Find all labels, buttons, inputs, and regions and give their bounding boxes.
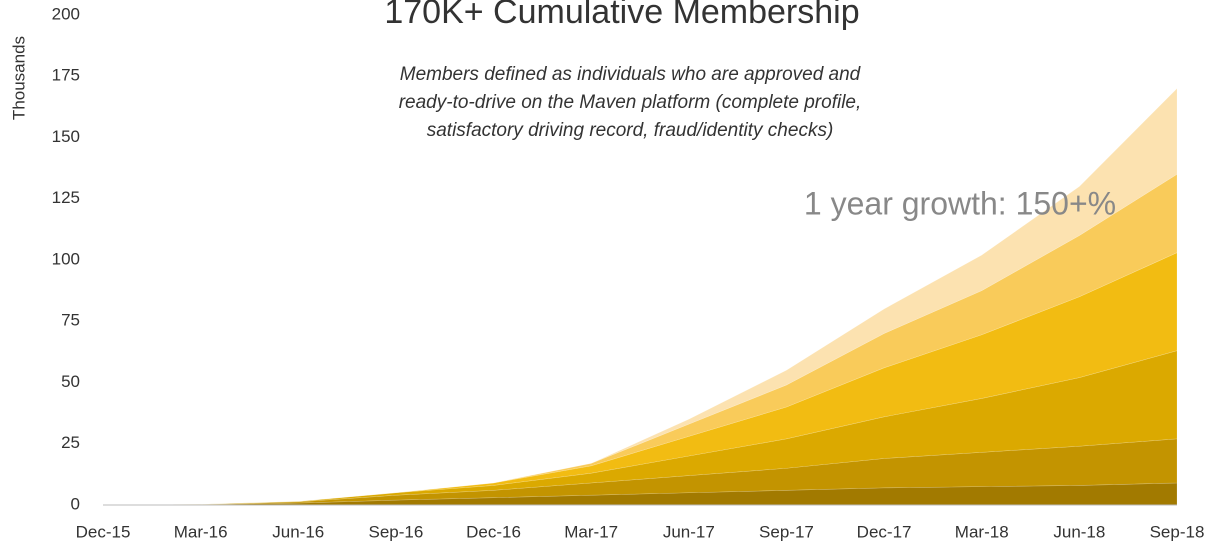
- x-tick-label: Mar-17: [564, 522, 618, 541]
- x-tick-label: Sep-17: [759, 522, 814, 541]
- chart-title: 170K+ Cumulative Membership: [384, 0, 859, 31]
- x-tick-label: Jun-16: [272, 522, 324, 541]
- x-tick-label: Jun-17: [663, 522, 715, 541]
- y-tick-label: 200: [52, 4, 80, 23]
- subtitle: satisfactory driving record, fraud/ident…: [427, 120, 834, 141]
- y-tick-label: 0: [71, 494, 80, 513]
- x-tick-label: Sep-16: [368, 522, 423, 541]
- y-tick-label: 75: [61, 311, 80, 330]
- x-tick-label: Jun-18: [1053, 522, 1105, 541]
- y-tick-label: 125: [52, 188, 80, 207]
- y-tick-label: 100: [52, 249, 80, 268]
- area: [102, 173, 1178, 506]
- y-tick-label: 50: [61, 372, 80, 391]
- subtitle: ready-to-drive on the Maven platform (co…: [399, 92, 862, 113]
- area: [102, 252, 1178, 506]
- x-tick-label: Mar-18: [955, 522, 1009, 541]
- plot-area: [102, 87, 1178, 506]
- y-axis-label: Thousands: [9, 36, 28, 120]
- x-tick-label: Sep-18: [1150, 522, 1205, 541]
- area: [102, 87, 1178, 506]
- x-tick-label: Dec-15: [76, 522, 131, 541]
- x-tick-label: Mar-16: [174, 522, 228, 541]
- y-tick-label: 175: [52, 66, 80, 85]
- y-tick-label: 25: [61, 433, 80, 452]
- annotation: 1 year growth: 150+%: [804, 185, 1116, 221]
- y-tick-label: 150: [52, 127, 80, 146]
- x-tick-label: Dec-16: [466, 522, 521, 541]
- x-tick-label: Dec-17: [857, 522, 912, 541]
- subtitle: Members defined as individuals who are a…: [400, 64, 862, 85]
